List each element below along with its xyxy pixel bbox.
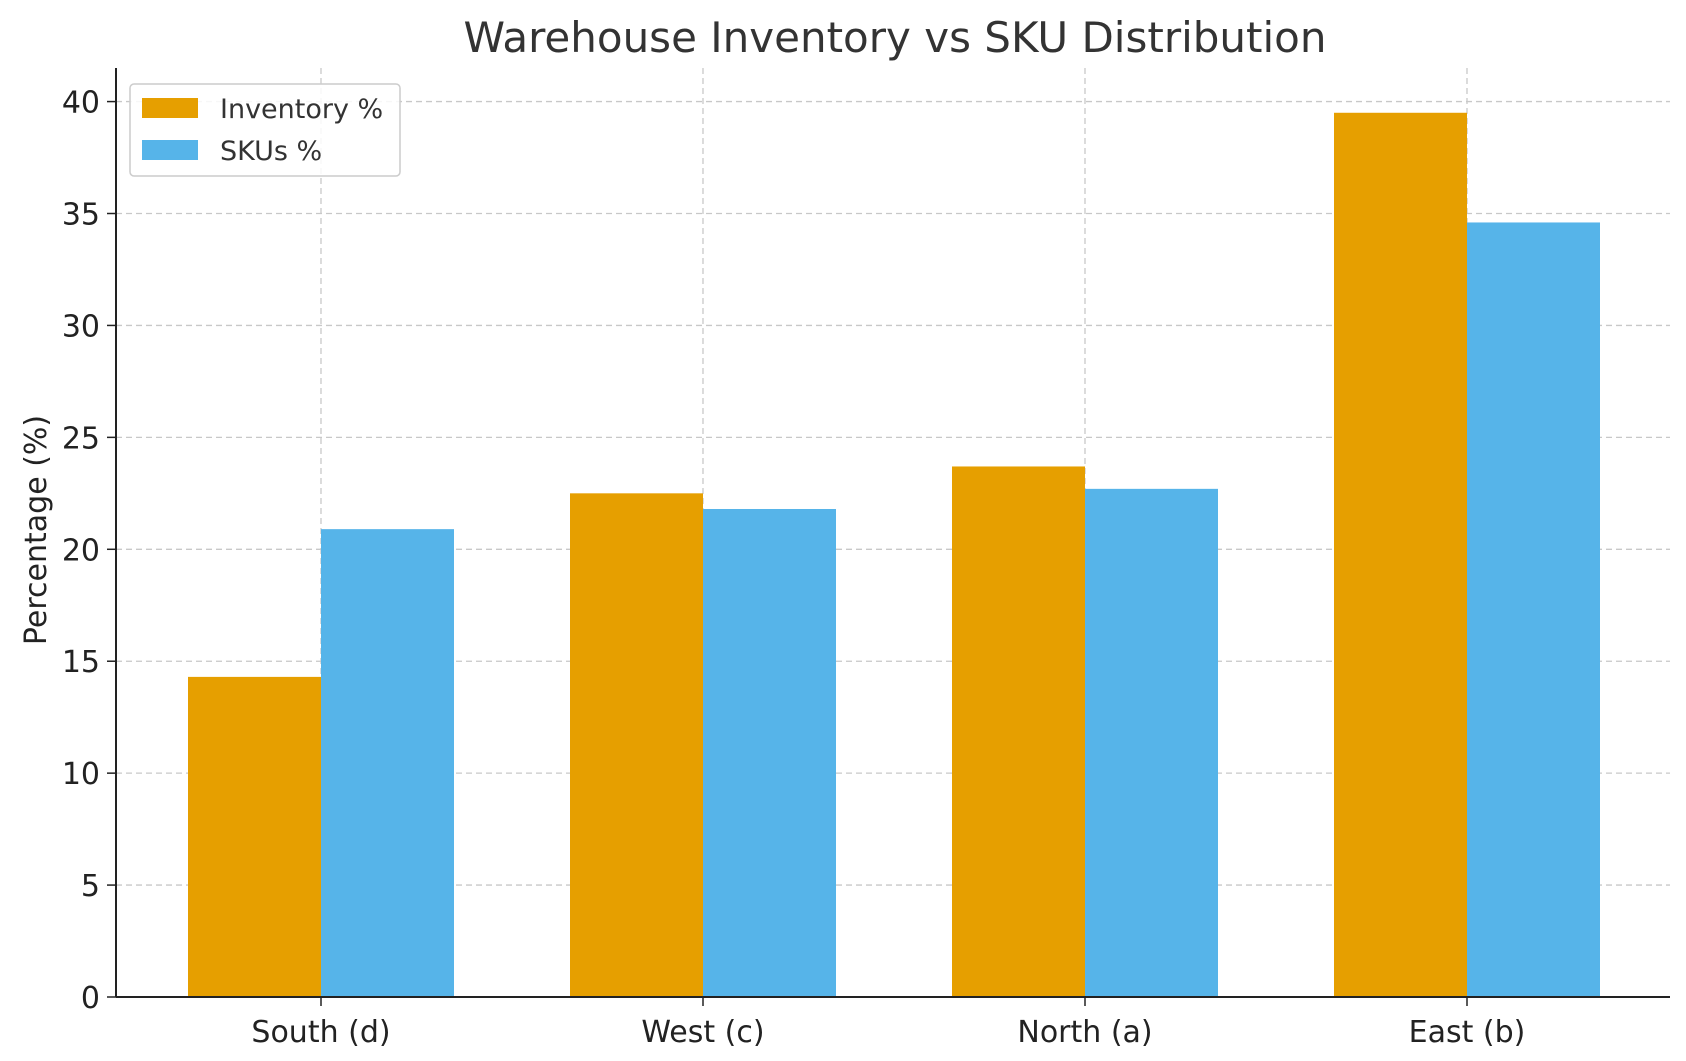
bar-skus-2 (1085, 488, 1218, 997)
y-tick-label: 20 (62, 533, 100, 568)
bar-inventory-3 (1334, 112, 1467, 997)
bar-skus-3 (1467, 222, 1600, 998)
bar-inventory-1 (570, 493, 703, 997)
x-tick-label: North (a) (1017, 1015, 1152, 1050)
y-tick-label: 40 (62, 86, 100, 121)
legend-swatch-skus (142, 140, 198, 160)
legend-swatch-inventory (142, 98, 198, 118)
bar-inventory-0 (188, 676, 321, 997)
bars (188, 112, 1600, 998)
tick-labels: 0 5 10 15 20 25 30 35 40 South (d) West (c) North (… (62, 86, 1526, 1050)
bar-inventory-2 (952, 466, 1085, 997)
y-tick-label: 25 (62, 421, 100, 456)
legend: Inventory % SKUs % (129, 83, 401, 177)
y-axis-label: Percentage (%) (19, 415, 54, 645)
legend-label-inventory: Inventory % (220, 94, 383, 125)
y-tick-label: 35 (62, 198, 100, 233)
bar-skus-0 (321, 529, 454, 997)
y-tick-label: 0 (81, 981, 100, 1016)
x-tick-label: South (d) (251, 1015, 390, 1050)
bar-skus-1 (703, 508, 836, 997)
axes (107, 68, 1670, 1006)
y-tick-label: 30 (62, 309, 100, 344)
x-tick-label: West (c) (641, 1015, 764, 1050)
chart-title: Warehouse Inventory vs SKU Distribution (463, 13, 1326, 62)
y-tick-label: 15 (62, 645, 100, 680)
x-tick-label: East (b) (1409, 1015, 1526, 1050)
y-tick-label: 5 (81, 869, 100, 904)
legend-label-skus: SKUs % (220, 136, 322, 167)
y-tick-label: 10 (62, 757, 100, 792)
